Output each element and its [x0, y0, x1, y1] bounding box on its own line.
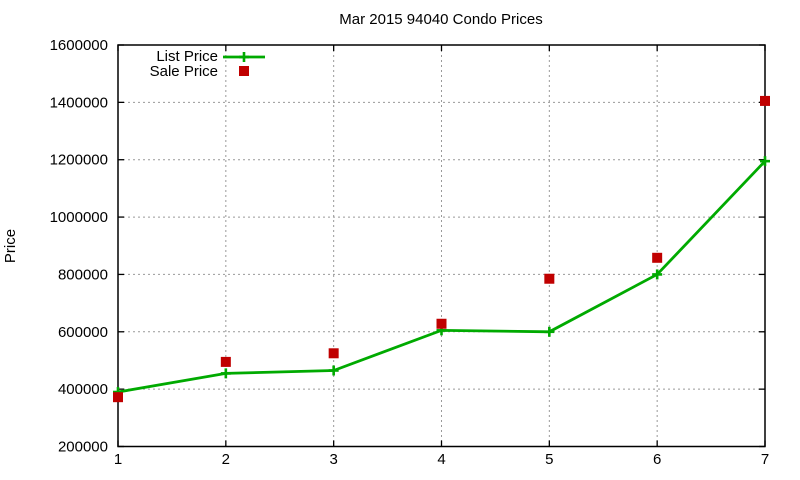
- legend-sale-price-sample: [239, 66, 249, 76]
- y-tick-label: 200000: [58, 439, 108, 456]
- y-tick-label: 1400000: [50, 94, 108, 111]
- y-tick-label: 800000: [58, 266, 108, 283]
- legend-label-sale-price: Sale Price: [150, 63, 218, 80]
- sale-price-marker: [436, 318, 447, 329]
- y-tick-label: 1600000: [50, 37, 108, 54]
- chart-title: Mar 2015 94040 Condo Prices: [339, 11, 542, 28]
- x-tick-label: 5: [545, 451, 553, 468]
- sale-price-marker: [760, 95, 770, 106]
- axis-layer: [117, 44, 766, 448]
- legend-label-list-price: List Price: [156, 48, 218, 65]
- y-tick-label: 400000: [58, 381, 108, 398]
- y-tick-label: 1200000: [50, 152, 108, 169]
- x-tick-label: 7: [761, 451, 769, 468]
- sale-price-marker: [544, 273, 555, 284]
- legend-marker-samples: [223, 52, 265, 76]
- x-tick-label: 4: [437, 451, 445, 468]
- grid-layer: [118, 45, 765, 447]
- sale-price-marker: [652, 252, 663, 263]
- y-tick-label: 600000: [58, 324, 108, 341]
- sale-price-marker: [220, 356, 231, 367]
- x-tick-label: 6: [653, 451, 661, 468]
- sale-price-marker: [113, 392, 123, 403]
- tick-label-layer: 1 2 3 4 5 6 7 200000 400000 600000 800000 1000000 12…: [50, 37, 770, 468]
- x-tick-label: 1: [114, 451, 122, 468]
- y-axis-title: Price: [2, 229, 19, 263]
- x-tick-label: 2: [222, 451, 230, 468]
- series-layer: [113, 95, 770, 403]
- legend: List Price Sale Price: [150, 48, 218, 80]
- x-tick-label: 3: [329, 451, 337, 468]
- y-tick-label: 1000000: [50, 209, 108, 226]
- sale-price-marker: [328, 348, 339, 359]
